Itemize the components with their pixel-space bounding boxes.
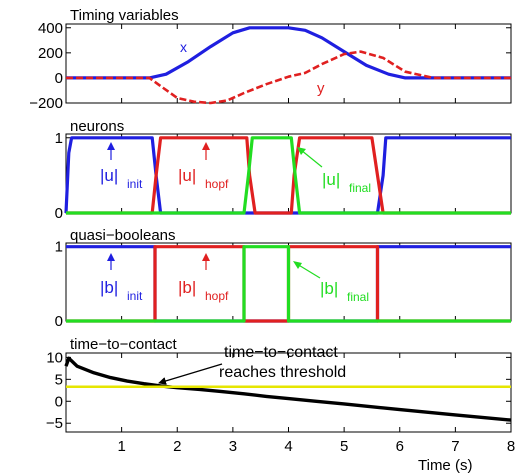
arrowhead-b-hopf [202, 253, 210, 261]
arrowhead-b-final [293, 261, 302, 269]
panel-4-y-ticks: −5 0 5 10 [46, 349, 511, 432]
label-x: x [180, 39, 187, 55]
label-y: y [317, 80, 325, 97]
annotation-b-hopf: |b| hopf [178, 253, 229, 303]
y-tick-label: 1 [55, 130, 63, 147]
label-b-final-sub: final [347, 290, 369, 304]
annotation-b-init: |b| init [100, 253, 143, 303]
panel-1-series [66, 26, 511, 105]
label-u-final-sub: final [349, 181, 371, 195]
annotation-line-2: reaches threshold [219, 364, 346, 381]
arrowhead-b-init [107, 253, 115, 261]
y-tick-label: 1 [55, 239, 63, 256]
y-tick-label: −5 [46, 415, 63, 432]
label-b-hopf-sub: hopf [205, 289, 229, 303]
arrowhead-u-init [107, 142, 115, 150]
arrow-b-final [296, 263, 321, 279]
label-b-hopf-base: |b| [178, 278, 196, 297]
annotation-line-1: time−to−contact [224, 344, 338, 361]
label-u-hopf-sub: hopf [205, 177, 229, 191]
arrowhead-u-final [297, 147, 306, 155]
x-tick-label: 8 [507, 438, 515, 455]
panel-time-to-contact: time−to−contact −5 0 5 10 1 2 3 4 5 6 7 8 time−to−… [46, 336, 515, 474]
annotation-u-final: |u| final [297, 147, 371, 195]
label-u-init-sub: init [127, 177, 143, 191]
arrow-u-final [300, 149, 323, 168]
x-axis-label: Time (s) [418, 457, 472, 474]
y-tick-label: −200 [29, 95, 63, 112]
x-tick-label: 5 [340, 438, 348, 455]
y-tick-label: 0 [55, 205, 63, 222]
panel-1-frame [65, 23, 512, 104]
panel-2-frame [65, 133, 512, 214]
x-tick-label: 4 [284, 438, 292, 455]
label-u-final-base: |u| [322, 170, 340, 189]
label-b-init-base: |b| [100, 278, 118, 297]
x-tick-label: 7 [451, 438, 459, 455]
panel-neurons: neurons 0 1 |u| init |u| hopf |u| final [55, 118, 512, 222]
y-tick-label: 0 [55, 70, 63, 87]
panel-4-title: time−to−contact [70, 336, 178, 353]
x-tick-label: 3 [229, 438, 237, 455]
y-tick-label: 0 [55, 313, 63, 330]
panel-1-x-ticks [121, 24, 512, 103]
x-tick-label: 2 [173, 438, 181, 455]
y-tick-label: 0 [55, 393, 63, 410]
series-line--b-final [66, 245, 511, 323]
y-tick-label: 5 [55, 371, 63, 388]
panel-1-title: Timing variables [70, 7, 179, 24]
panel-3-title: quasi−booleans [70, 227, 176, 244]
panel-3-series [66, 245, 511, 323]
panel-1-y-ticks: −200 0 200 400 [29, 20, 511, 112]
series-line-x [66, 26, 511, 80]
y-tick-label: 10 [46, 349, 63, 366]
x-tick-label: 6 [396, 438, 404, 455]
label-b-init-sub: init [127, 289, 143, 303]
annotation-b-final: |b| final [293, 261, 369, 304]
series-line--u-init [64, 136, 511, 215]
series-line-y [66, 50, 511, 105]
label-u-hopf-base: |u| [178, 166, 196, 185]
panel-2-title: neurons [70, 118, 124, 135]
annotation-u-init: |u| init [100, 142, 143, 191]
panel-4-x-ticks: 1 2 3 4 5 6 7 8 [117, 353, 515, 455]
label-u-init-base: |u| [100, 166, 118, 185]
series-line--u-hopf [66, 136, 511, 215]
arrowhead-u-hopf [202, 142, 210, 150]
series-line-time-to-contact [64, 356, 512, 422]
y-tick-label: 200 [38, 45, 63, 62]
panel-4-series [64, 356, 512, 422]
label-b-final-base: |b| [320, 279, 338, 298]
series-line--b-hopf [66, 245, 511, 323]
panel-quasi-booleans: quasi−booleans 0 1 |b| init |b| hopf |b| … [55, 227, 512, 330]
x-tick-label: 1 [117, 438, 125, 455]
y-tick-label: 400 [38, 20, 63, 37]
series-line--u-final [66, 136, 511, 215]
annotation-u-hopf: |u| hopf [178, 142, 229, 191]
panel-timing-variables: Timing variables −200 0 200 400 x y [29, 7, 512, 112]
panel-2-series [64, 136, 511, 215]
annotation-arrow [158, 363, 223, 385]
